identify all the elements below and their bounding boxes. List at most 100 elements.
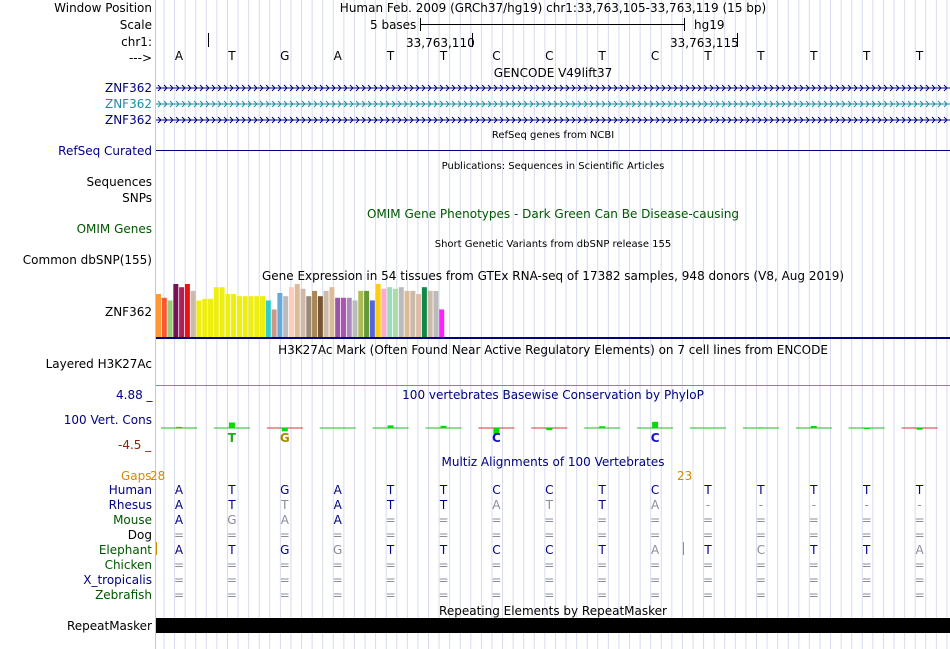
gtex-tissue-bar <box>265 300 271 337</box>
gtex-tissue-bar <box>242 296 248 337</box>
strand-chevron <box>871 100 876 108</box>
repeatmasker-label[interactable]: RepeatMasker <box>66 619 152 633</box>
strand-chevron <box>571 116 576 124</box>
sequences-label[interactable]: Sequences <box>86 175 152 189</box>
aligned-base: T <box>228 543 236 557</box>
aligned-base: = <box>702 573 714 587</box>
strand-chevron <box>529 100 534 108</box>
strand-chevron <box>397 84 402 92</box>
aligned-base: C <box>492 543 501 557</box>
aligned-base: = <box>438 528 449 542</box>
strand-chevron <box>337 84 342 92</box>
strand-chevron <box>259 100 264 108</box>
aligned-base: = <box>702 513 714 527</box>
dna-base: T <box>598 49 606 63</box>
aligned-base: = <box>226 573 237 587</box>
phylop-score-bar <box>387 425 394 428</box>
aligned-base: = <box>650 588 661 602</box>
species-label-elephant[interactable]: Elephant <box>98 543 152 557</box>
strand-chevron <box>337 100 342 108</box>
gaps-label: Gaps <box>121 469 152 483</box>
refseq-gene-line[interactable] <box>156 150 950 151</box>
species-label-chicken[interactable]: Chicken <box>104 558 152 572</box>
strand-chevron <box>223 116 228 124</box>
strand-chevron <box>715 100 720 108</box>
gtex-tissue-bar <box>433 290 439 337</box>
strand-chevron <box>493 84 498 92</box>
omim-title[interactable]: OMIM Gene Phenotypes - Dark Green Can Be… <box>366 207 740 221</box>
species-label-human[interactable]: Human <box>108 483 152 497</box>
strand-chevron <box>589 100 594 108</box>
strand-chevron <box>823 116 828 124</box>
scale-bar-right-tick <box>684 18 685 31</box>
species-label-mouse[interactable]: Mouse <box>113 513 152 527</box>
scale-text: 5 bases <box>370 18 417 32</box>
strand-chevron <box>487 100 492 108</box>
snps-label[interactable]: SNPs <box>122 191 152 205</box>
aligned-base: G <box>227 513 237 527</box>
phylop-label[interactable]: 100 Vert. Cons <box>63 413 152 427</box>
gencode-track-label-1[interactable]: ZNF362 <box>104 81 152 95</box>
gencode-transcripts[interactable] <box>156 80 950 128</box>
h3k27ac-label[interactable]: Layered H3K27Ac <box>45 357 152 371</box>
gtex-title[interactable]: Gene Expression in 54 tissues from GTEx … <box>261 269 845 283</box>
strand-chevron <box>367 116 372 124</box>
ruler-tick-start <box>208 33 209 47</box>
species-label-zebrafish[interactable]: Zebrafish <box>95 588 152 602</box>
strand-chevron <box>805 116 810 124</box>
strand-chevron <box>901 100 906 108</box>
dbsnp-title[interactable]: Short Genetic Variants from dbSNP releas… <box>434 239 672 250</box>
strand-arrow-label[interactable]: ---> <box>128 51 152 65</box>
gtex-bar-chart[interactable] <box>156 284 546 338</box>
gencode-title[interactable]: GENCODE V49lift37 <box>493 66 613 80</box>
strand-chevron <box>523 116 528 124</box>
phylop-score-bar <box>599 426 606 428</box>
aligned-base: = <box>438 513 449 527</box>
multiz-title[interactable]: Multiz Alignments of 100 Vertebrates <box>441 455 665 469</box>
strand-chevron <box>319 116 324 124</box>
aligned-base: = <box>597 588 608 602</box>
strand-chevron <box>295 84 300 92</box>
scale-label[interactable]: Scale <box>119 18 152 32</box>
gtex-tissue-bar <box>340 297 346 337</box>
omim-label[interactable]: OMIM Genes <box>76 222 152 236</box>
strand-chevron <box>343 116 348 124</box>
aligned-base: A <box>333 513 342 527</box>
phylop-ymax: 4.88 _ <box>116 388 153 402</box>
refseq-label[interactable]: RefSeq Curated <box>58 144 152 158</box>
strand-chevron <box>811 116 816 124</box>
strand-chevron <box>559 84 564 92</box>
dbsnp-label[interactable]: Common dbSNP(155) <box>22 253 152 267</box>
strand-chevron <box>685 116 690 124</box>
strand-chevron <box>379 84 384 92</box>
publications-title[interactable]: Publications: Sequences in Scientific Ar… <box>441 161 665 172</box>
species-label-x_tropicalis[interactable]: X_tropicalis <box>83 573 152 587</box>
phylop-base-logo: G <box>280 431 290 445</box>
repeatmasker-title[interactable]: Repeating Elements by RepeatMasker <box>439 604 667 618</box>
strand-chevron <box>829 116 834 124</box>
strand-chevron <box>889 116 894 124</box>
repeatmasker-block[interactable] <box>156 618 950 633</box>
phylop-title[interactable]: 100 vertebrates Basewise Conservation by… <box>402 388 704 402</box>
refseq-title[interactable]: RefSeq genes from NCBI <box>491 130 615 141</box>
gencode-track-label-3[interactable]: ZNF362 <box>104 113 152 127</box>
h3k27ac-title[interactable]: H3K27Ac Mark (Often Found Near Active Re… <box>278 343 828 357</box>
strand-chevron <box>757 84 762 92</box>
aligned-base: = <box>385 528 396 542</box>
dna-base: T <box>810 49 818 63</box>
species-label-rhesus[interactable]: Rhesus <box>108 498 152 512</box>
species-label-dog[interactable]: Dog <box>127 528 152 542</box>
gtex-label[interactable]: ZNF362 <box>104 305 152 319</box>
aligned-base: T <box>228 483 236 497</box>
window-position-label[interactable]: Window Position <box>54 1 152 15</box>
strand-chevron <box>853 84 858 92</box>
strand-chevron <box>895 100 900 108</box>
strand-chevron <box>943 116 948 124</box>
strand-chevron <box>667 84 672 92</box>
strand-chevron <box>355 116 360 124</box>
aligned-base: = <box>702 558 714 572</box>
chr-label[interactable]: chr1: <box>121 35 152 49</box>
gencode-track-label-2[interactable]: ZNF362 <box>104 97 152 111</box>
